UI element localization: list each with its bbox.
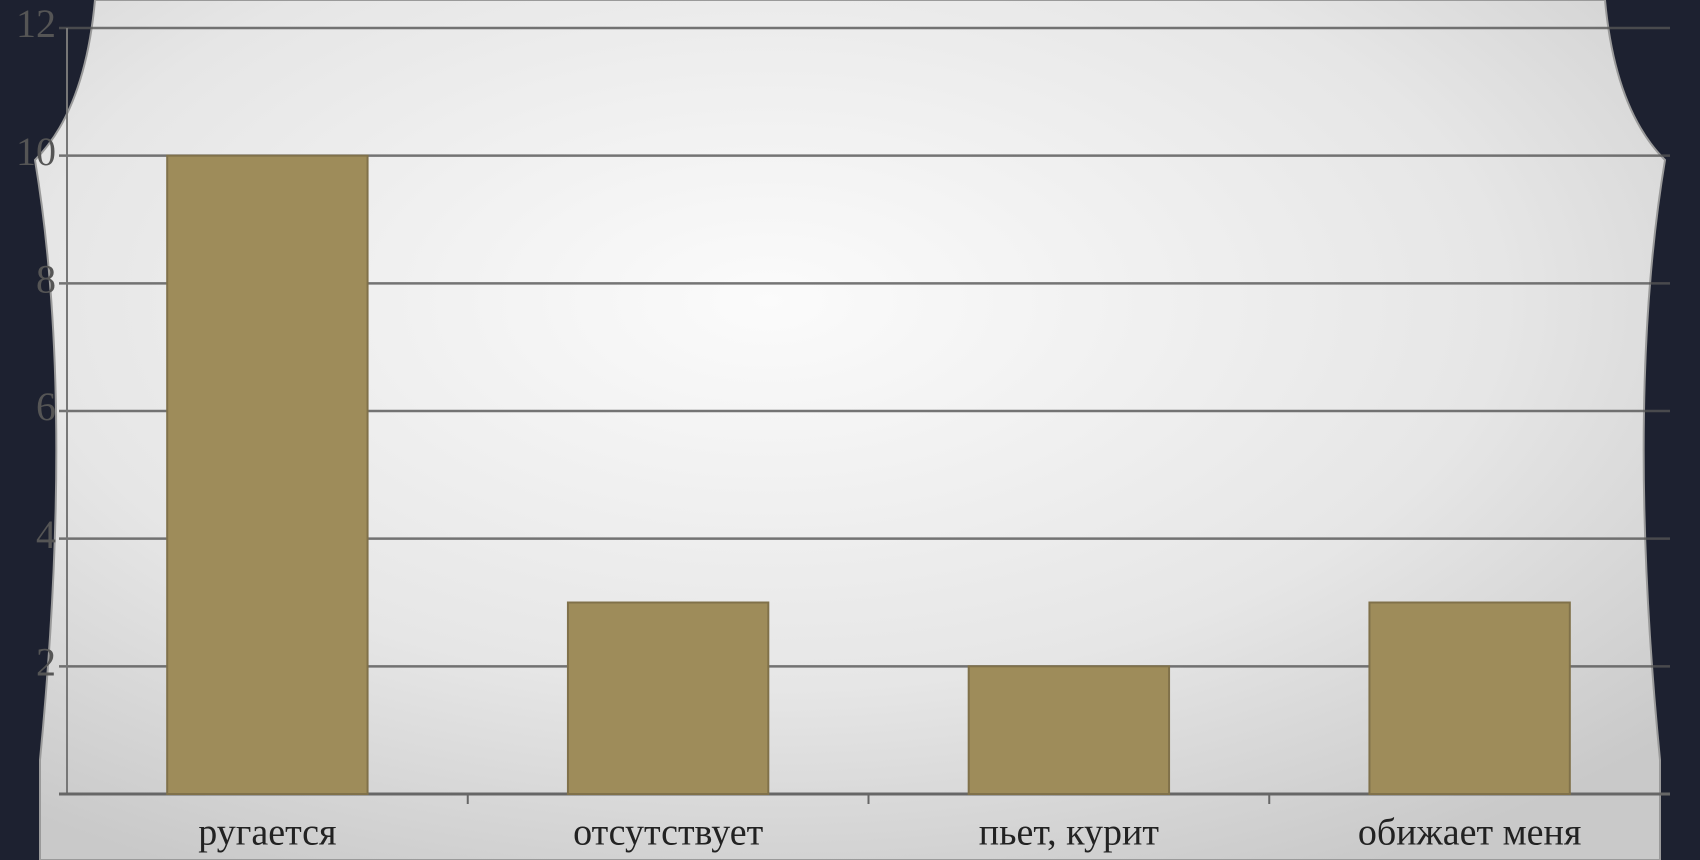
y-tick-label: 12 [16,1,56,46]
x-tick-label: ругается [198,812,336,854]
x-tick-label: обижает меня [1358,812,1582,854]
y-tick-label: 4 [36,512,56,557]
x-tick-label: отсутствует [573,812,763,854]
y-tick-label: 8 [36,257,56,302]
y-tick-label: 6 [36,384,56,429]
panel [33,0,1667,860]
bar [1368,601,1571,795]
bar [566,601,770,795]
y-tick-label: 10 [16,129,56,174]
bar [166,154,369,795]
bar [967,665,1171,795]
x-tick-label: пьет, курит [979,812,1160,854]
y-tick-label: 2 [36,640,56,685]
